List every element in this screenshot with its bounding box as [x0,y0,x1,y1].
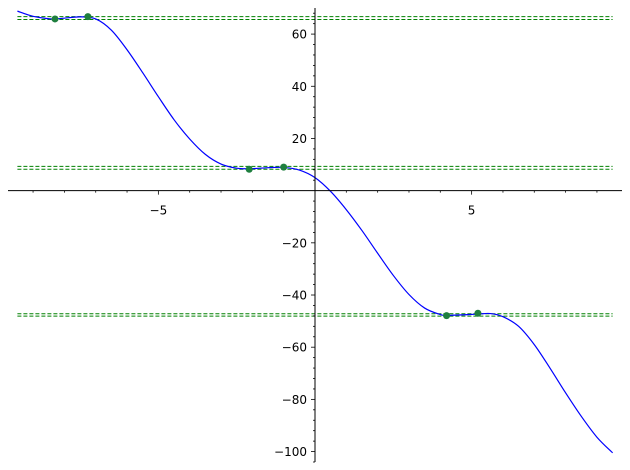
tick-marks [32,12,598,463]
axes [8,8,622,462]
y-tick-label: −100 [274,445,307,459]
critical-points [51,13,482,320]
y-tick-label: −80 [282,393,307,407]
critical-point [245,165,253,173]
critical-point [280,163,288,171]
critical-point [474,309,482,317]
y-tick-label: 60 [292,28,307,42]
x-tick-label: 5 [468,204,476,218]
y-tick-label: 40 [292,80,307,94]
y-tick-label: −60 [282,341,307,355]
critical-point [84,13,92,21]
y-tick-label: −20 [282,236,307,250]
y-tick-label: 20 [292,132,307,146]
critical-point [443,312,451,320]
x-tick-label: −5 [150,204,168,218]
critical-point [51,15,59,23]
y-tick-label: −40 [282,289,307,303]
tick-labels: −5 5 60 40 20 −20 −40 −60 −80 −100 [150,28,476,459]
